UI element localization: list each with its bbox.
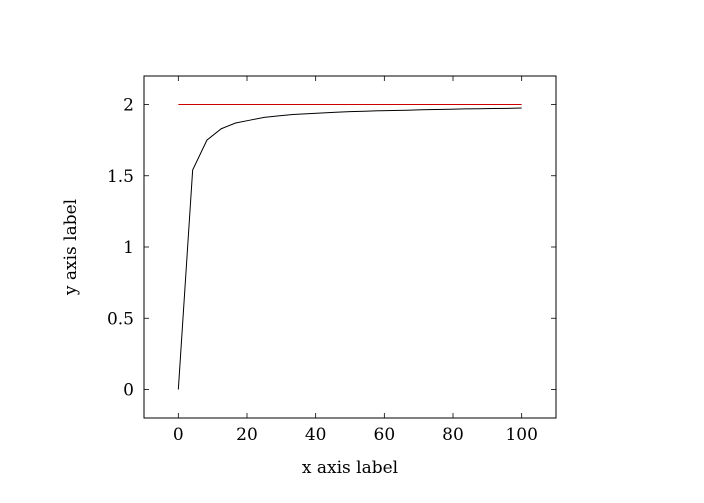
plot-frame <box>143 75 557 419</box>
y-tick-label: 0.5 <box>107 309 134 329</box>
x-tick-label: 0 <box>173 425 184 445</box>
x-tick-label: 40 <box>305 425 327 445</box>
y-axis-label: y axis label <box>61 199 81 296</box>
y-tick-label: 1.5 <box>107 167 134 187</box>
x-tick-label: 100 <box>505 425 537 445</box>
x-tick-label: 80 <box>442 425 464 445</box>
y-tick-label: 2 <box>123 96 134 116</box>
x-tick-label: 60 <box>374 425 396 445</box>
y-tick-label: 1 <box>123 238 134 258</box>
y-tick-label: 0 <box>123 381 134 401</box>
series-line-1 <box>177 107 522 390</box>
x-tick-label: 20 <box>236 425 258 445</box>
x-axis-label: x axis label <box>302 458 398 478</box>
